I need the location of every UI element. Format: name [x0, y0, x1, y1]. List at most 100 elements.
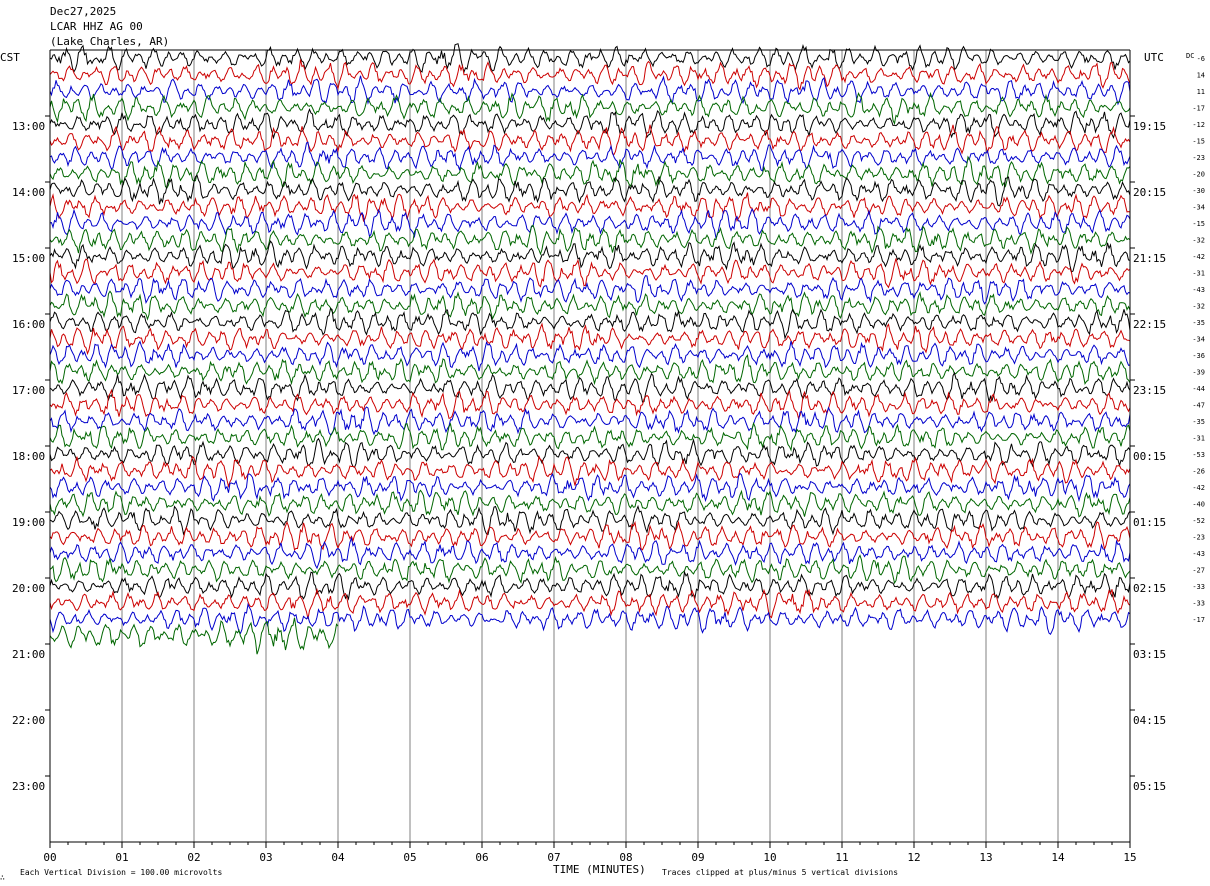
trace-line: [49, 340, 1131, 372]
dc-offset-value: -44: [1192, 385, 1205, 393]
utc-hour-label: 01:15: [1133, 516, 1166, 529]
corner-mark: ∴: [0, 873, 5, 882]
vertical-division-note: Each Vertical Division = 100.00 microvol…: [20, 868, 222, 877]
dc-offset-value: -26: [1192, 468, 1205, 476]
trace-line: [49, 258, 1131, 289]
seismic-traces: [49, 43, 1131, 655]
dc-offset-value: -52: [1192, 517, 1205, 525]
x-tick-label: 11: [835, 851, 848, 864]
trace-line: [49, 437, 1131, 468]
dc-offset-value: -42: [1192, 253, 1205, 261]
trace-line: [49, 454, 1131, 488]
dc-offset-value: -30: [1192, 187, 1205, 195]
utc-hour-label: 19:15: [1133, 120, 1166, 133]
utc-hour-label: 21:15: [1133, 252, 1166, 265]
dc-offset-value: -33: [1192, 600, 1205, 608]
cst-hour-label: 18:00: [12, 450, 45, 463]
x-tick-label: 01: [115, 851, 128, 864]
dc-offset-value: -17: [1192, 105, 1205, 113]
trace-line: [49, 240, 1131, 273]
x-tick-label: 09: [691, 851, 704, 864]
trace-line: [49, 617, 339, 655]
dc-offset-value: -53: [1192, 451, 1205, 459]
dc-offset-value: -33: [1192, 583, 1205, 591]
dc-offset-value: -35: [1192, 418, 1205, 426]
trace-line: [49, 570, 1131, 601]
trace-line: [49, 489, 1131, 518]
trace-line: [49, 43, 1131, 74]
x-axis-ticks: 00 01 02 03 04 05 06 07 08 09 10 11 12 13 14 15: [43, 842, 1137, 864]
cst-hour-label: 23:00: [12, 780, 45, 793]
dc-offset-value: -34: [1192, 204, 1205, 212]
dc-offset-value: -6: [1197, 55, 1205, 63]
cst-hour-labels: 13:00 14:00 15:00 16:00 17:00 18:00 19:00 20:00…: [12, 115, 50, 793]
dc-offset-value: -43: [1192, 550, 1205, 558]
trace-line: [49, 75, 1131, 106]
dc-offset-value: -23: [1192, 154, 1205, 162]
utc-hour-label: 23:15: [1133, 384, 1166, 397]
cst-hour-label: 17:00: [12, 384, 45, 397]
utc-hour-label: 05:15: [1133, 780, 1166, 793]
dc-offset-value: -39: [1192, 369, 1205, 377]
trace-line: [49, 224, 1131, 256]
dc-offset-value: -36: [1192, 352, 1205, 360]
utc-hour-label: 04:15: [1133, 714, 1166, 727]
dc-offset-value: 14: [1197, 72, 1205, 80]
x-tick-label: 04: [331, 851, 345, 864]
cst-hour-label: 15:00: [12, 252, 45, 265]
utc-hour-label: 22:15: [1133, 318, 1166, 331]
trace-line: [49, 322, 1131, 356]
trace-line: [49, 124, 1131, 156]
dc-offset-value: -17: [1192, 616, 1205, 624]
utc-hour-label: 03:15: [1133, 648, 1166, 661]
x-tick-label: 07: [547, 851, 560, 864]
x-tick-label: 05: [403, 851, 416, 864]
x-tick-label: 15: [1123, 851, 1136, 864]
dc-offset-value: 11: [1197, 88, 1205, 96]
dc-offset-value: -42: [1192, 484, 1205, 492]
dc-offset-labels: -6 14 11 -17 -12 -15 -23 -20 -30 -34 -15 -32 -42 -31 -…: [1192, 55, 1205, 624]
x-tick-label: 10: [763, 851, 776, 864]
left-zone-label: CST: [0, 51, 20, 64]
minute-grid: [121, 50, 1059, 842]
trace-line: [49, 208, 1131, 240]
dc-offset-value: -47: [1192, 402, 1205, 410]
x-tick-label: 06: [475, 851, 488, 864]
dc-offset-value: -35: [1192, 319, 1205, 327]
x-tick-label: 12: [907, 851, 920, 864]
cst-hour-label: 13:00: [12, 120, 45, 133]
trace-line: [49, 520, 1131, 551]
dc-offset-value: -32: [1192, 237, 1205, 245]
cst-hour-label: 14:00: [12, 186, 45, 199]
dc-offset-value: -12: [1192, 121, 1205, 129]
header-location: (Lake Charles, AR): [50, 35, 169, 48]
dc-offset-value: -32: [1192, 303, 1205, 311]
trace-line: [49, 174, 1131, 207]
header-station: LCAR HHZ AG 00: [50, 20, 143, 33]
utc-hour-label: 02:15: [1133, 582, 1166, 595]
dc-offset-value: -20: [1192, 171, 1205, 179]
cst-hour-label: 20:00: [12, 582, 45, 595]
trace-line: [49, 141, 1131, 172]
dc-offset-value: -15: [1192, 138, 1205, 146]
trace-line: [49, 406, 1131, 436]
trace-line: [49, 422, 1131, 452]
trace-line: [49, 59, 1131, 91]
x-tick-label: 03: [259, 851, 272, 864]
header-date: Dec27,2025: [50, 5, 116, 18]
x-tick-label: 13: [979, 851, 992, 864]
cst-hour-label: 19:00: [12, 516, 45, 529]
dc-label: DC: [1186, 52, 1194, 60]
trace-line: [49, 290, 1131, 321]
x-tick-label: 14: [1051, 851, 1065, 864]
trace-line: [49, 307, 1131, 340]
x-tick-label: 08: [619, 851, 632, 864]
cst-hour-label: 22:00: [12, 714, 45, 727]
dc-offset-value: -31: [1192, 435, 1205, 443]
trace-line: [49, 388, 1131, 420]
cst-hour-label: 21:00: [12, 648, 45, 661]
cst-hour-label: 16:00: [12, 318, 45, 331]
trace-line: [49, 192, 1131, 223]
trace-line: [49, 504, 1131, 536]
